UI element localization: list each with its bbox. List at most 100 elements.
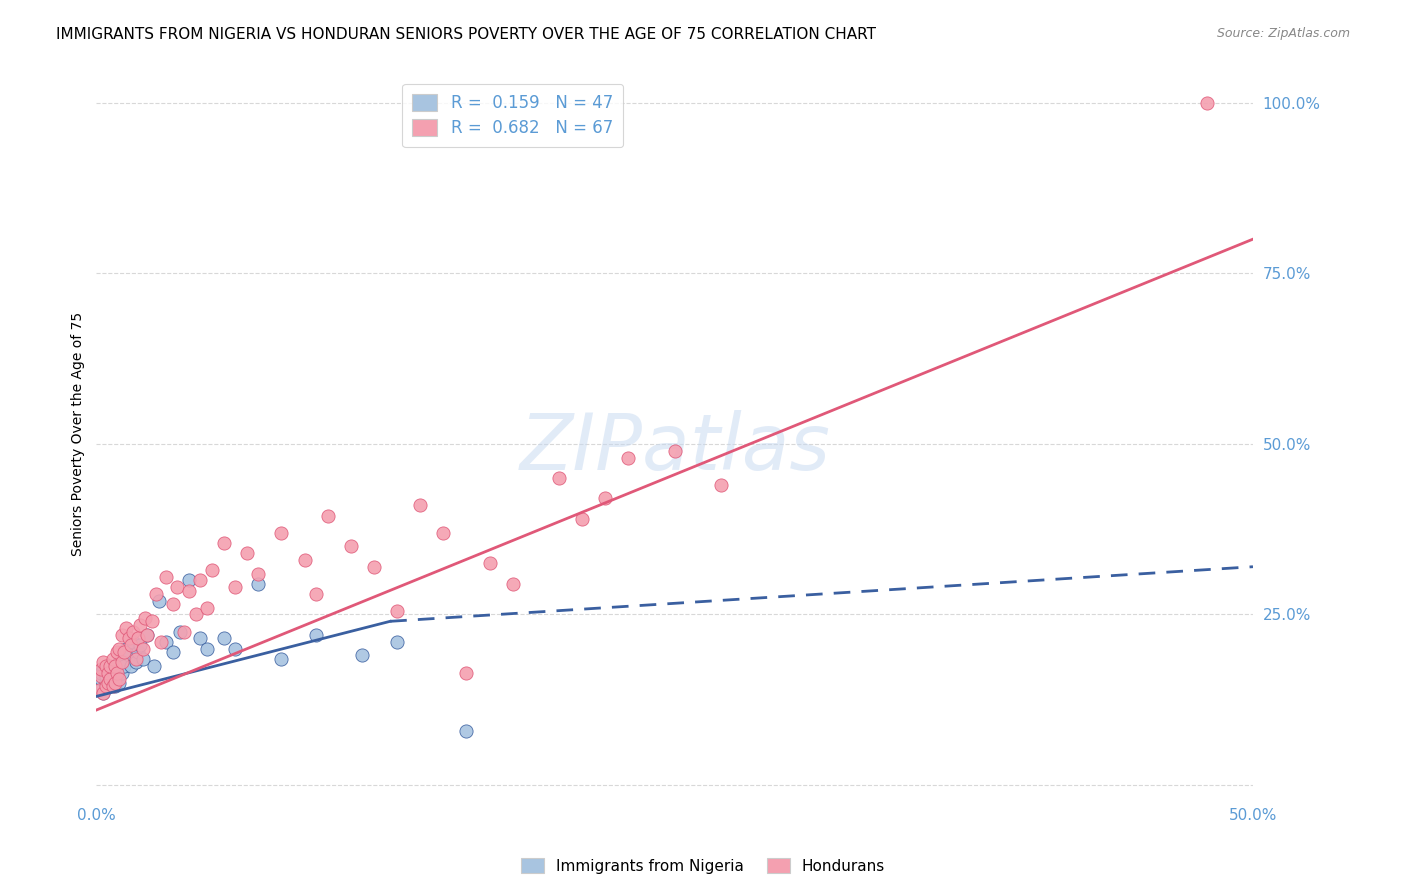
Text: Source: ZipAtlas.com: Source: ZipAtlas.com <box>1216 27 1350 40</box>
Point <box>90 673 112 687</box>
Point <box>340 539 363 553</box>
Point <box>363 559 385 574</box>
Point <box>101 679 124 693</box>
Point <box>111 628 134 642</box>
Point <box>122 634 145 648</box>
Point <box>104 658 127 673</box>
Point <box>90 662 112 676</box>
Point <box>235 546 257 560</box>
Point <box>118 632 141 646</box>
Point <box>105 645 128 659</box>
Point <box>212 536 235 550</box>
Text: IMMIGRANTS FROM NIGERIA VS HONDURAN SENIORS POVERTY OVER THE AGE OF 75 CORRELATI: IMMIGRANTS FROM NIGERIA VS HONDURAN SENI… <box>56 27 876 42</box>
Point <box>91 686 114 700</box>
Point <box>87 682 110 697</box>
Point <box>120 658 142 673</box>
Point <box>98 665 121 680</box>
Point <box>101 662 124 676</box>
Point <box>105 673 128 687</box>
Point <box>91 662 114 676</box>
Point <box>166 580 188 594</box>
Point <box>432 525 454 540</box>
Point <box>136 628 159 642</box>
Point <box>169 624 191 639</box>
Point <box>247 566 270 581</box>
Point <box>134 611 156 625</box>
Legend: Immigrants from Nigeria, Hondurans: Immigrants from Nigeria, Hondurans <box>515 852 891 880</box>
Point <box>1195 95 1218 110</box>
Point <box>136 628 159 642</box>
Point <box>118 648 141 663</box>
Point <box>97 675 120 690</box>
Point <box>97 658 120 673</box>
Point <box>101 652 124 666</box>
Point <box>94 679 117 693</box>
Point <box>131 652 153 666</box>
Point <box>224 580 246 594</box>
Point <box>173 624 195 639</box>
Point <box>97 679 120 693</box>
Point <box>131 641 153 656</box>
Point <box>270 652 292 666</box>
Point <box>141 615 163 629</box>
Legend: R =  0.159   N = 47, R =  0.682   N = 67: R = 0.159 N = 47, R = 0.682 N = 67 <box>402 84 623 147</box>
Point <box>385 604 408 618</box>
Point <box>145 587 167 601</box>
Point <box>101 675 124 690</box>
Point <box>294 553 316 567</box>
Point <box>98 673 121 687</box>
Point <box>571 512 593 526</box>
Point <box>316 508 339 523</box>
Text: ZIPatlas: ZIPatlas <box>519 410 830 486</box>
Y-axis label: Seniors Poverty Over the Age of 75: Seniors Poverty Over the Age of 75 <box>72 311 86 556</box>
Point <box>456 723 478 738</box>
Point <box>122 624 145 639</box>
Point <box>247 576 270 591</box>
Point <box>201 563 224 577</box>
Point <box>155 570 177 584</box>
Point <box>162 597 184 611</box>
Point <box>148 594 170 608</box>
Point <box>105 665 128 680</box>
Point <box>108 673 131 687</box>
Point <box>177 583 200 598</box>
Point <box>111 665 134 680</box>
Point <box>108 655 131 669</box>
Point <box>150 634 173 648</box>
Point <box>478 557 501 571</box>
Point <box>124 652 146 666</box>
Point <box>111 652 134 666</box>
Point <box>129 617 152 632</box>
Point <box>190 574 212 588</box>
Point <box>105 665 128 680</box>
Point <box>548 471 571 485</box>
Point <box>162 645 184 659</box>
Point <box>710 478 733 492</box>
Point <box>155 634 177 648</box>
Point <box>90 665 112 680</box>
Point <box>184 607 207 622</box>
Point <box>90 669 112 683</box>
Point <box>456 665 478 680</box>
Point <box>104 679 127 693</box>
Point <box>112 658 135 673</box>
Point <box>664 443 686 458</box>
Point <box>305 628 328 642</box>
Point <box>270 525 292 540</box>
Point <box>177 574 200 588</box>
Point <box>97 665 120 680</box>
Point <box>98 673 121 687</box>
Point <box>91 655 114 669</box>
Point <box>124 655 146 669</box>
Point <box>115 621 138 635</box>
Point <box>104 658 127 673</box>
Point <box>115 641 138 656</box>
Point <box>94 675 117 690</box>
Point <box>197 641 219 656</box>
Point <box>409 498 432 512</box>
Point <box>94 669 117 683</box>
Point <box>502 576 524 591</box>
Point <box>108 641 131 656</box>
Point <box>352 648 374 663</box>
Point <box>190 632 212 646</box>
